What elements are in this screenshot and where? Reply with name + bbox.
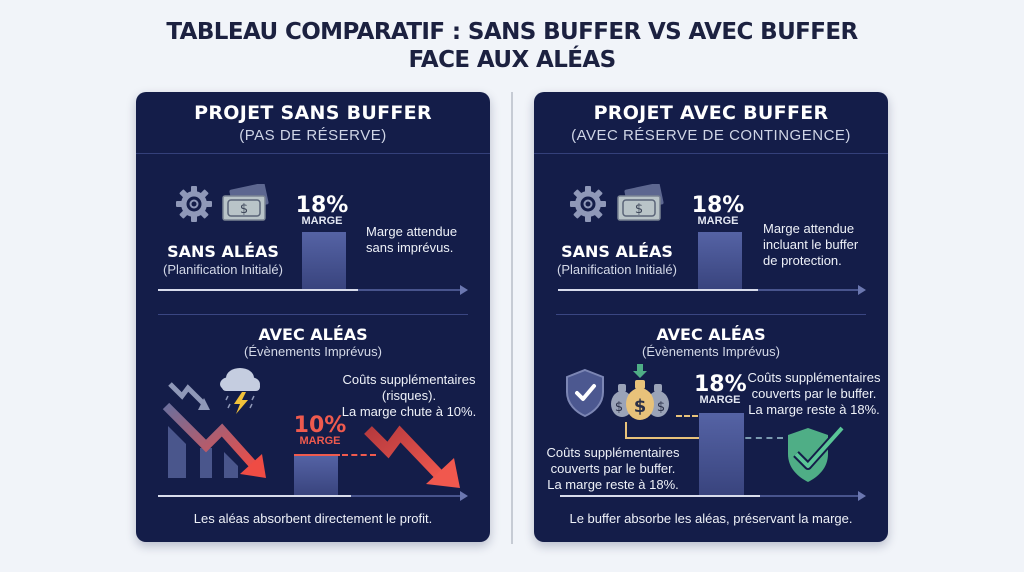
margin-label: MARGE xyxy=(299,435,341,447)
svg-text:$: $ xyxy=(240,202,248,217)
connector-line xyxy=(625,437,703,439)
banknote-icon: $ xyxy=(222,184,269,221)
scenario-label: AVEC ALÉAS xyxy=(656,325,766,344)
section-divider xyxy=(556,314,866,315)
timeline-axis xyxy=(558,285,866,295)
margin-bar xyxy=(294,455,338,495)
panel-header: PROJET SANS BUFFER (PAS DE RÉSERVE) xyxy=(136,92,490,154)
section-divider xyxy=(158,314,468,315)
cost-note: Coûts supplémentaires (risques). La marg… xyxy=(341,372,477,419)
storm-cloud-icon xyxy=(220,368,260,414)
connector-line xyxy=(625,422,627,438)
page-title: TABLEAU COMPARATIF : SANS BUFFER VS AVEC… xyxy=(0,18,1024,74)
scenario-sublabel: (Planification Initialé) xyxy=(557,262,677,277)
margin-note: Marge attendue sans imprévus. xyxy=(366,224,458,255)
panel-title: PROJET AVEC BUFFER xyxy=(593,102,829,124)
shield-check-icon xyxy=(566,368,604,418)
panel-footer: Les aléas absorbent directement le profi… xyxy=(193,511,433,526)
dashed-line xyxy=(676,415,698,417)
timeline-axis xyxy=(560,491,866,501)
svg-text:$: $ xyxy=(615,400,623,415)
title-line-1: TABLEAU COMPARATIF : SANS BUFFER VS AVEC… xyxy=(166,19,858,45)
scenario-label: SANS ALÉAS xyxy=(561,242,673,261)
header-divider xyxy=(136,153,490,154)
panel-header: PROJET AVEC BUFFER (AVEC RÉSERVE DE CONT… xyxy=(534,92,888,154)
panel-sans-buffer: PROJET SANS BUFFER (PAS DE RÉSERVE) $ SA… xyxy=(136,92,490,542)
center-divider xyxy=(511,92,513,544)
green-shield-check-icon xyxy=(788,425,845,482)
margin-label: MARGE xyxy=(301,215,343,227)
svg-text:$: $ xyxy=(657,400,665,415)
margin-level-line xyxy=(294,454,340,456)
gear-icon xyxy=(570,186,606,222)
panel-title: PROJET SANS BUFFER xyxy=(194,102,432,124)
cost-note-left: Coûts supplémentaires couverts par le bu… xyxy=(546,445,680,492)
timeline-axis xyxy=(158,491,468,501)
margin-bar xyxy=(302,232,346,289)
margin-value: 18% xyxy=(295,193,349,218)
svg-text:$: $ xyxy=(635,202,643,217)
falling-arrow-icon xyxy=(364,425,460,488)
margin-value: 18% xyxy=(694,372,747,397)
margin-value: 18% xyxy=(691,193,745,218)
scenario-sublabel: (Évènements Imprévus) xyxy=(244,344,382,359)
gear-icon xyxy=(176,186,212,222)
green-down-arrow-icon xyxy=(633,364,647,378)
title-line-2: FACE AUX ALÉAS xyxy=(408,47,616,73)
scenario-sublabel: (Planification Initialé) xyxy=(163,262,283,277)
margin-bar xyxy=(698,232,742,289)
header-divider xyxy=(534,153,888,154)
margin-note: Marge attendue incluant le buffer de pro… xyxy=(763,221,859,268)
timeline-axis xyxy=(158,285,468,295)
panel-subtitle: (AVEC RÉSERVE DE CONTINGENCE) xyxy=(571,127,851,144)
banknote-icon: $ xyxy=(617,184,664,221)
panel-subtitle: (PAS DE RÉSERVE) xyxy=(239,127,387,144)
svg-text:$: $ xyxy=(634,396,647,417)
scenario-sublabel: (Évènements Imprévus) xyxy=(642,344,780,359)
margin-label: MARGE xyxy=(699,394,741,406)
cost-note-right: Coûts supplémentaires couverts par le bu… xyxy=(747,370,881,417)
money-bags-icon: $ $ $ xyxy=(611,364,669,420)
margin-dashed-line xyxy=(342,454,376,456)
margin-bar xyxy=(699,413,744,495)
margin-value: 10% xyxy=(293,413,347,438)
margin-label: MARGE xyxy=(697,215,739,227)
declining-chart-icon xyxy=(162,368,266,478)
scenario-label: SANS ALÉAS xyxy=(167,242,279,261)
scenario-label: AVEC ALÉAS xyxy=(258,325,368,344)
panel-footer: Le buffer absorbe les aléas, préservant … xyxy=(569,511,853,526)
panel-avec-buffer: PROJET AVEC BUFFER (AVEC RÉSERVE DE CONT… xyxy=(534,92,888,542)
